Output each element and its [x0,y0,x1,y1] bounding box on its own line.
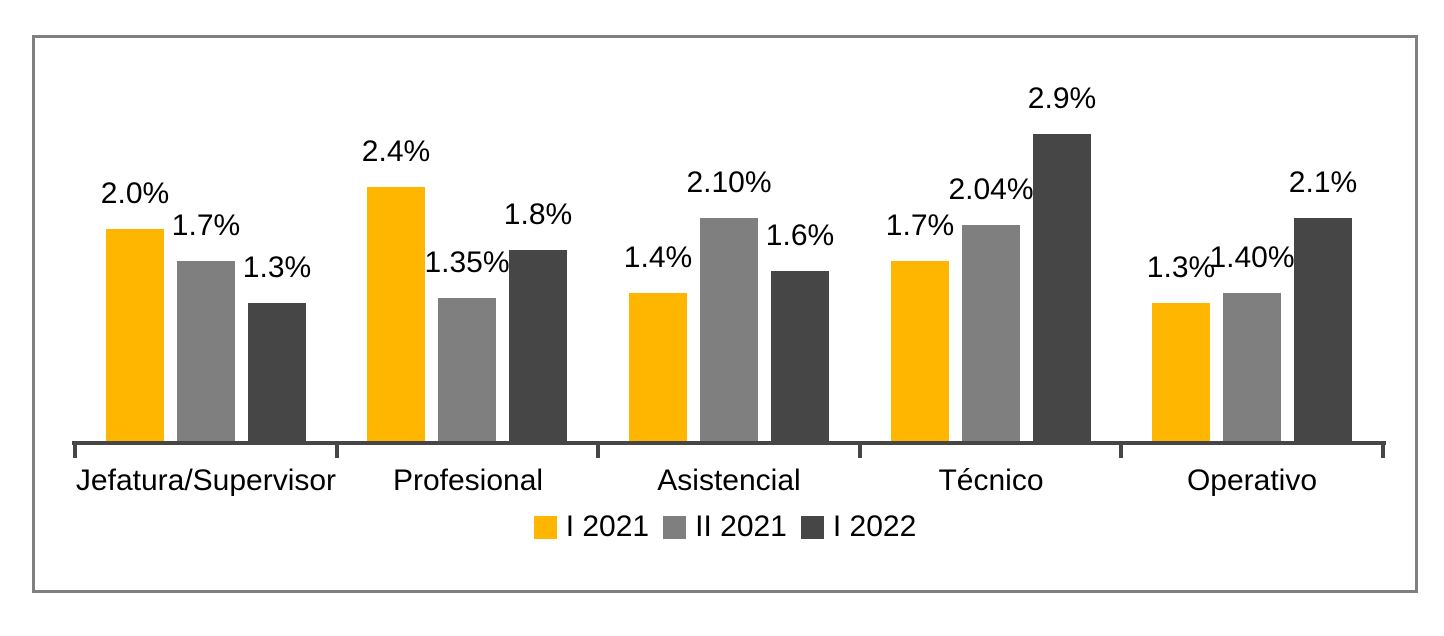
x-axis [72,441,1386,459]
legend-item-i-2022: I 2022 [800,510,917,544]
bar-value-label: 1.4% [623,241,693,274]
bar-value-label: 1.8% [503,198,573,231]
bar-i-2021-5 [1152,303,1210,441]
bar-i-2021-1 [106,229,164,441]
legend-swatch-icon [533,515,557,539]
bar-value-label: 1.3% [1146,251,1216,284]
legend-item-ii-2021: II 2021 [663,510,787,544]
category-label-1: Jefatura/Supervisor [75,464,337,497]
legend-swatch-icon [663,515,687,539]
chart-frame: 2.0% 1.7% 1.3% 2.4% 1.35% 1.8% 1.4% 2.10% 1.6% 1.… [32,35,1418,593]
bar-i-2022-3 [771,271,829,441]
category-label-5: Operativo [1186,464,1318,497]
bar-value-label: 2.10% [686,166,772,199]
legend-item-i-2021: I 2021 [533,510,650,544]
bar-i-2022-1 [248,303,306,441]
bar-value-label: 1.7% [171,209,241,242]
bar-value-label: 1.7% [885,209,955,242]
bar-i-2022-2 [509,250,567,441]
legend-label: II 2021 [695,510,787,543]
bar-value-label: 2.4% [361,135,431,168]
bar-value-label: 1.6% [765,219,835,252]
bar-value-label: 2.0% [100,177,170,210]
bar-i-2022-5 [1294,218,1352,441]
legend-swatch-icon [800,515,824,539]
category-label-2: Profesional [392,464,544,497]
bar-value-label: 1.35% [424,246,510,279]
bar-ii-2021-4 [962,225,1020,441]
category-label-4: Técnico [938,464,1044,497]
bar-ii-2021-2 [438,298,496,441]
bar-value-label: 2.04% [948,173,1034,206]
bar-i-2021-2 [367,187,425,441]
category-labels-row: Jefatura/Supervisor Profesional Asistencia… [75,462,1383,502]
bar-ii-2021-3 [700,218,758,441]
bar-ii-2021-1 [177,261,235,441]
legend-label: I 2021 [565,510,650,543]
bar-i-2021-3 [629,293,687,441]
bar-value-label: 1.3% [242,251,312,284]
x-axis-tick [596,441,600,458]
plot-area: 2.0% 1.7% 1.3% 2.4% 1.35% 1.8% 1.4% 2.10% 1.6% 1.… [75,38,1383,441]
bar-i-2021-4 [891,261,949,441]
x-axis-tick [1381,441,1385,458]
bar-i-2022-4 [1033,134,1091,441]
legend-label: I 2022 [832,510,917,543]
category-label-3: Asistencial [657,464,801,497]
x-axis-tick [335,441,339,458]
bar-value-label: 2.1% [1288,166,1358,199]
bar-value-label: 1.40% [1209,241,1295,274]
x-axis-line [72,441,1386,445]
x-axis-tick [1119,441,1123,458]
x-axis-tick [858,441,862,458]
legend: I 2021 II 2021 I 2022 [35,510,1415,544]
x-axis-tick [73,441,77,458]
bar-value-label: 2.9% [1027,82,1097,115]
bar-ii-2021-5 [1223,293,1281,441]
